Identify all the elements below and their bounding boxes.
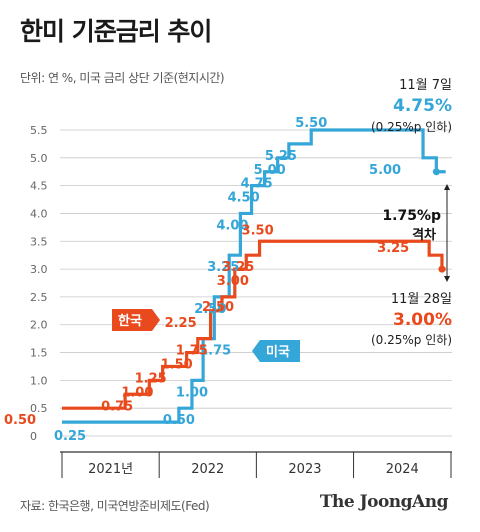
us-data-label: 1.75 bbox=[199, 344, 231, 359]
korea-data-label: 0.75 bbox=[101, 399, 133, 414]
korea-data-label: 3.25 bbox=[377, 241, 409, 256]
korea-tag-box bbox=[112, 309, 152, 331]
y-tick-label: 1.0 bbox=[30, 374, 48, 387]
y-tick-label: 2.5 bbox=[30, 291, 48, 304]
korea-tag-arrow bbox=[152, 309, 160, 331]
us-tag-arrow bbox=[252, 340, 260, 362]
korea-end-point bbox=[438, 265, 446, 273]
y-axis-ticks: 0 0.5 1.0 1.5 2.0 2.5 3.0 3.5 4.0 4.5 5.0 5.5 bbox=[30, 124, 48, 443]
korea-data-label: 3.25 bbox=[222, 260, 254, 275]
korea-cut-note: (0.25%p 인하) bbox=[371, 333, 452, 347]
korea-data-label: 1.25 bbox=[135, 371, 167, 386]
x-tick-label: 2021년 bbox=[88, 462, 133, 477]
korea-rate-line bbox=[62, 239, 446, 410]
us-tag-label: 미국 bbox=[266, 344, 290, 360]
data-labels: 0.250.501.001.752.503.254.004.504.755.00… bbox=[4, 116, 409, 444]
y-tick-label: 5.0 bbox=[30, 152, 48, 165]
x-tick-label: 2024 bbox=[386, 462, 419, 477]
us-cut-rate: 4.75% bbox=[393, 96, 452, 116]
y-tick-label: 1.5 bbox=[30, 347, 48, 360]
korea-data-label: 0.50 bbox=[4, 413, 36, 428]
chart-subtitle: 단위: 연 %, 미국 금리 상단 기준(현지시간) bbox=[20, 71, 225, 85]
gap-value: 1.75%p bbox=[382, 208, 441, 224]
y-tick-label: 3.5 bbox=[30, 235, 48, 248]
us-data-label: 4.00 bbox=[216, 218, 248, 233]
korea-data-label: 3.00 bbox=[217, 274, 249, 289]
korea-tag-label: 한국 bbox=[118, 313, 142, 329]
x-tick-label: 2023 bbox=[288, 462, 321, 477]
us-data-label: 4.50 bbox=[228, 191, 260, 206]
us-data-label: 1.00 bbox=[176, 385, 208, 400]
gap-arrow-bottom bbox=[444, 276, 450, 282]
us-end-point bbox=[432, 168, 440, 176]
y-tick-label: 2.0 bbox=[30, 319, 48, 332]
us-legend-tag: 미국 bbox=[252, 340, 300, 362]
korea-data-label: 1.75 bbox=[176, 344, 208, 359]
x-tick-label: 2022 bbox=[191, 462, 224, 477]
us-data-label: 4.75 bbox=[241, 177, 273, 192]
y-tick-label: 4.5 bbox=[30, 180, 48, 193]
us-data-label: 5.50 bbox=[295, 116, 327, 131]
y-tick-label: 0 bbox=[30, 430, 37, 443]
us-data-label: 5.25 bbox=[265, 149, 297, 164]
gap-label: 격차 bbox=[412, 227, 436, 243]
series-lines bbox=[62, 128, 446, 424]
us-data-label: 3.25 bbox=[207, 260, 239, 275]
y-tick-label: 5.5 bbox=[30, 124, 48, 137]
source-note: 자료: 한국은행, 미국연방준비제도(Fed) bbox=[20, 499, 210, 513]
brand-logo: The JoongAng bbox=[319, 492, 449, 512]
korea-data-label: 3.50 bbox=[242, 223, 274, 238]
y-tick-label: 3.0 bbox=[30, 263, 48, 276]
korea-cut-rate: 3.00% bbox=[393, 310, 452, 330]
korea-data-label: 2.50 bbox=[202, 300, 234, 315]
gap-arrow-top bbox=[444, 184, 450, 190]
korea-data-label: 2.25 bbox=[165, 316, 197, 331]
korea-cut-date: 11월 28일 bbox=[391, 292, 452, 307]
us-cut-date: 11월 7일 bbox=[399, 78, 452, 93]
us-data-label: 0.50 bbox=[163, 413, 195, 428]
us-cut-note: (0.25%p 인하) bbox=[371, 120, 452, 134]
us-data-label: 2.50 bbox=[194, 302, 226, 317]
y-tick-label: 0.5 bbox=[30, 402, 48, 415]
y-tick-label: 4.0 bbox=[30, 207, 48, 220]
us-data-label: 5.00 bbox=[369, 163, 401, 178]
us-data-label: 0.25 bbox=[54, 429, 86, 444]
korea-data-label: 1.00 bbox=[121, 385, 153, 400]
us-tag-box bbox=[260, 340, 300, 362]
chart-title: 한미 기준금리 추이 bbox=[20, 17, 212, 46]
korea-data-label: 1.50 bbox=[161, 358, 193, 373]
us-rate-line bbox=[62, 128, 446, 424]
korea-legend-tag: 한국 bbox=[112, 309, 160, 331]
us-data-label: 5.00 bbox=[254, 163, 286, 178]
x-axis: 2021년 2022 2023 2024 bbox=[60, 451, 452, 478]
